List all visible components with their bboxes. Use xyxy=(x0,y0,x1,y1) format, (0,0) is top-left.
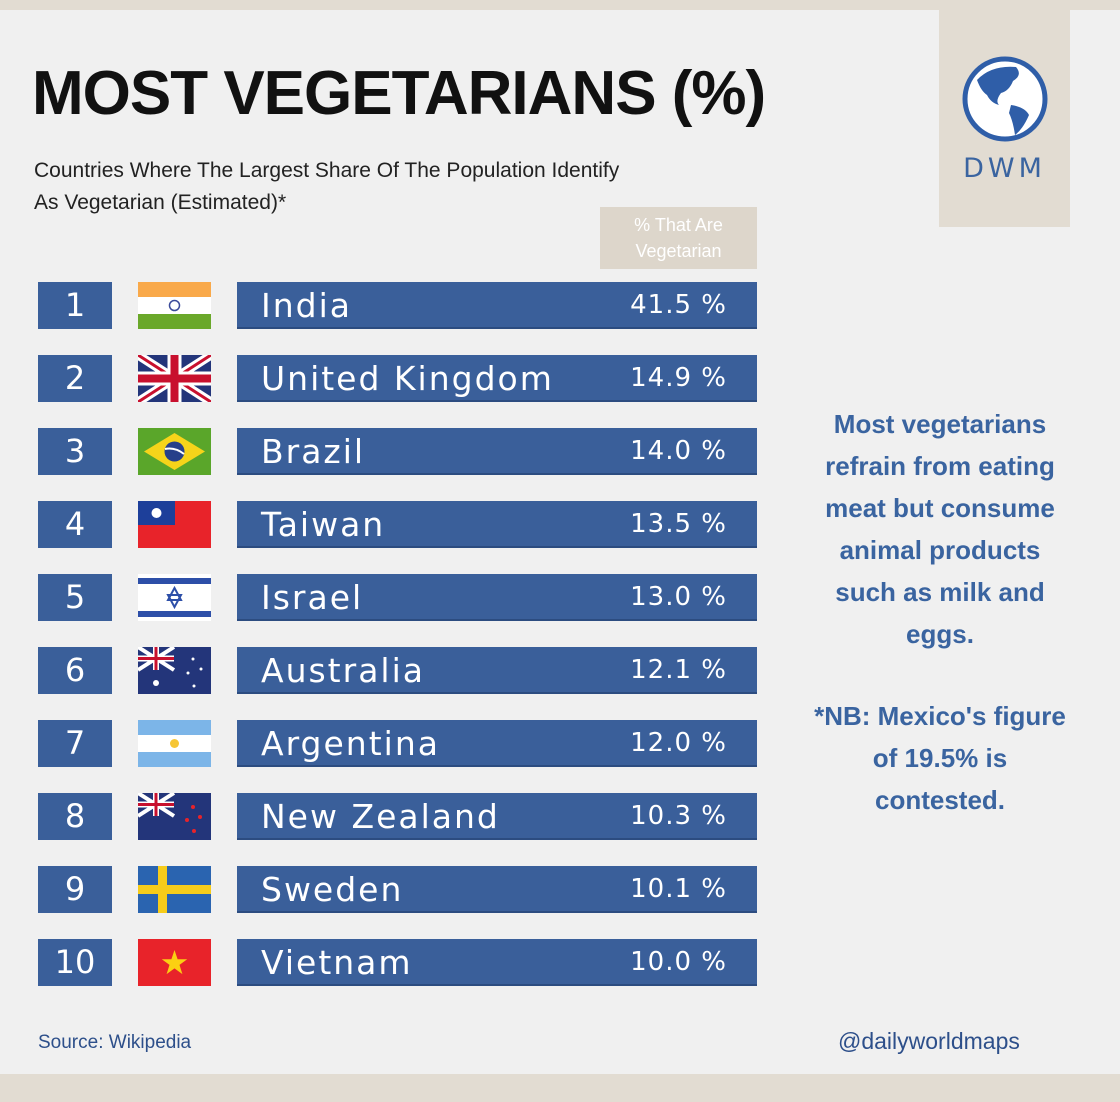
subtitle-line-1: Countries Where The Largest Share Of The… xyxy=(34,159,620,182)
rank: 3 xyxy=(38,428,112,475)
country-value: 41.5 % xyxy=(630,290,727,320)
globe-icon xyxy=(962,56,1047,142)
country-name: New Zealand xyxy=(261,797,500,836)
country-bar: Sweden 10.1 % xyxy=(237,866,757,913)
country-value: 10.3 % xyxy=(630,801,727,831)
note-line: *NB: Mexico's figure xyxy=(814,701,1066,731)
note-line: contested. xyxy=(874,785,1006,815)
country-value: 13.0 % xyxy=(630,582,727,612)
handle: @dailyworldmaps xyxy=(838,1028,1020,1054)
note-line: eggs. xyxy=(906,619,974,649)
country-value: 12.0 % xyxy=(630,728,727,758)
country-name: Sweden xyxy=(261,870,404,909)
india-flag-icon xyxy=(138,282,211,329)
taiwan-flag-icon xyxy=(138,501,211,548)
rank: 8 xyxy=(38,793,112,840)
country-bar: Vietnam 10.0 % xyxy=(237,939,757,986)
column-header-line-1: % That Are xyxy=(634,215,723,235)
country-name: Vietnam xyxy=(261,943,413,982)
logo-text: DWM xyxy=(963,153,1046,184)
country-value: 10.0 % xyxy=(630,947,727,977)
country-name: Australia xyxy=(261,651,425,690)
australia-flag-icon xyxy=(138,647,211,694)
rank: 5 xyxy=(38,574,112,621)
sweden-flag-icon xyxy=(138,866,211,913)
subtitle: Countries Where The Largest Share Of The… xyxy=(34,155,754,219)
source: Source: Wikipedia xyxy=(38,1032,192,1053)
country-bar: Argentina 12.0 % xyxy=(237,720,757,767)
country-name: United Kingdom xyxy=(261,359,554,398)
note-line: Most vegetarians xyxy=(833,409,1047,439)
column-header: % That Are Vegetarian xyxy=(600,207,757,269)
rank: 1 xyxy=(38,282,112,329)
country-bar: Brazil 14.0 % xyxy=(237,428,757,475)
new-zealand-flag-icon xyxy=(138,793,211,840)
note-mexico: *NB: Mexico's figure of 19.5% is contest… xyxy=(795,695,1085,821)
country-name: India xyxy=(261,286,352,325)
country-value: 10.1 % xyxy=(630,874,727,904)
brazil-flag-icon xyxy=(138,428,211,475)
rank: 2 xyxy=(38,355,112,402)
page-title: MOST VEGETARIANS (%) xyxy=(32,59,766,128)
country-bar: United Kingdom 14.9 % xyxy=(237,355,757,402)
note-line: of 19.5% is xyxy=(872,743,1008,773)
country-bar: Taiwan 13.5 % xyxy=(237,501,757,548)
country-name: Brazil xyxy=(261,432,366,471)
logo: DWM xyxy=(939,10,1070,227)
country-bar: Australia 12.1 % xyxy=(237,647,757,694)
country-bar: Israel 13.0 % xyxy=(237,574,757,621)
note-vegetarians: Most vegetarians refrain from eating mea… xyxy=(795,403,1085,655)
top-strip xyxy=(0,0,1120,10)
note-line: animal products xyxy=(839,535,1041,565)
israel-flag-icon xyxy=(138,574,211,621)
country-name: Argentina xyxy=(261,724,440,763)
country-name: Israel xyxy=(261,578,364,617)
vietnam-flag-icon xyxy=(138,939,211,986)
bottom-strip xyxy=(0,1074,1120,1102)
country-bar: India 41.5 % xyxy=(237,282,757,329)
rank: 4 xyxy=(38,501,112,548)
country-value: 14.9 % xyxy=(630,363,727,393)
subtitle-line-2: As Vegetarian (Estimated)* xyxy=(34,191,287,214)
rank: 6 xyxy=(38,647,112,694)
rank: 9 xyxy=(38,866,112,913)
rank: 7 xyxy=(38,720,112,767)
argentina-flag-icon xyxy=(138,720,211,767)
note-line: meat but consume xyxy=(825,493,1055,523)
country-value: 14.0 % xyxy=(630,436,727,466)
country-name: Taiwan xyxy=(261,505,386,544)
country-value: 13.5 % xyxy=(630,509,727,539)
country-bar: New Zealand 10.3 % xyxy=(237,793,757,840)
rank: 10 xyxy=(38,939,112,986)
country-value: 12.1 % xyxy=(630,655,727,685)
note-line: such as milk and xyxy=(835,577,1045,607)
uk-flag-icon xyxy=(138,355,211,402)
note-line: refrain from eating xyxy=(825,451,1055,481)
column-header-line-2: Vegetarian xyxy=(635,241,722,261)
